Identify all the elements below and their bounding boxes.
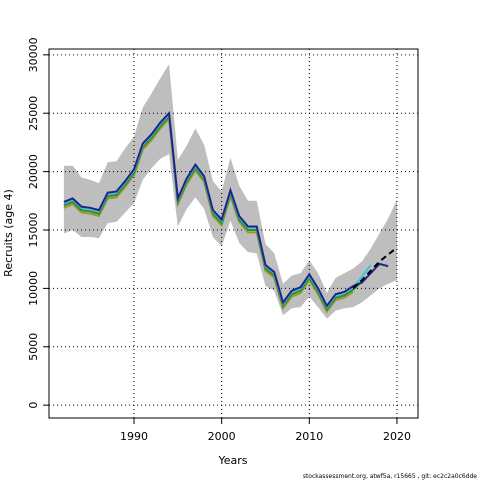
- x-axis-label: Years: [217, 454, 247, 467]
- x-tick-label: 2000: [208, 430, 236, 443]
- plot-frame: [48, 48, 419, 419]
- y-tick-label: 20000: [27, 154, 40, 189]
- y-tick-label: 10000: [27, 271, 40, 306]
- y-tick-label: 15000: [27, 212, 40, 247]
- y-tick-label: 25000: [27, 96, 40, 131]
- y-axis-label: Recruits (age 4): [2, 189, 15, 277]
- y-tick-label: 30000: [27, 37, 40, 72]
- y-tick-label: 0: [27, 402, 40, 409]
- series-line: [352, 246, 398, 290]
- x-tick-label: 2010: [295, 430, 323, 443]
- footnote: stockassessment.org, atwf5a, r15665 , gi…: [303, 473, 477, 480]
- series-line: [63, 110, 389, 308]
- series-line: [63, 114, 363, 312]
- y-tick-label: 5000: [27, 333, 40, 361]
- x-tick-label: 2020: [383, 430, 411, 443]
- x-tick-label: 1990: [120, 430, 148, 443]
